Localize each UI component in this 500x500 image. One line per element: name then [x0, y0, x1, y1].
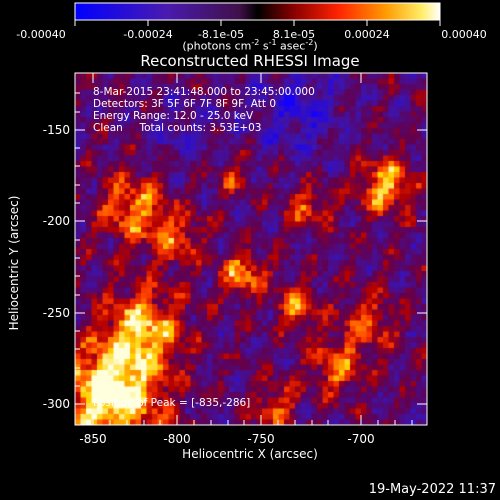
colorbar-tick-label: -8.1e-05: [197, 28, 245, 41]
colorbar-tick-label: -0.00024: [123, 28, 173, 41]
observation-info: 8-Mar-2015 23:41:48.000 to 23:45:00.000 …: [93, 86, 315, 134]
x-tick-label: -700: [347, 432, 375, 446]
info-time-range: 8-Mar-2015 23:41:48.000 to 23:45:00.000: [93, 86, 315, 98]
colorbar-tick-label: -0.00040: [16, 28, 66, 41]
x-tick-label: -800: [163, 432, 191, 446]
peak-position: Position of Peak = [-835,-286]: [93, 397, 251, 409]
timestamp: 19-May-2022 11:37: [368, 482, 496, 497]
colorbar-gradient: [74, 2, 441, 21]
y-tick-label: -250: [42, 306, 70, 320]
info-detectors: Detectors: 3F 5F 6F 7F 8F 9F, Att 0: [93, 98, 277, 110]
colorbar-tick-label: 0.00040: [441, 28, 487, 41]
y-tick-label: -200: [42, 214, 70, 228]
y-tick-label: -300: [42, 397, 70, 411]
colorbar-tick-label: 0.00024: [344, 28, 390, 41]
y-axis-label: Heliocentric Y (arcsec): [7, 195, 21, 331]
x-tick-label: -850: [79, 432, 107, 446]
y-tick-label: -150: [42, 123, 70, 137]
colorbar-tick-marks: [74, 20, 441, 26]
x-axis-label: Heliocentric X (arcsec): [182, 447, 318, 461]
plot-title: Reconstructed RHESSI Image: [140, 52, 360, 70]
info-total-counts: Clean Total counts: 3.53E+03: [93, 122, 262, 134]
x-tick-label: -750: [247, 432, 275, 446]
colorbar-units: (photons cm-2 s-1 asec-2): [182, 38, 318, 53]
colorbar: [74, 2, 441, 26]
info-energy-range: Energy Range: 12.0 - 25.0 keV: [93, 110, 254, 122]
colorbar-tick-label: 8.1e-05: [272, 28, 316, 41]
